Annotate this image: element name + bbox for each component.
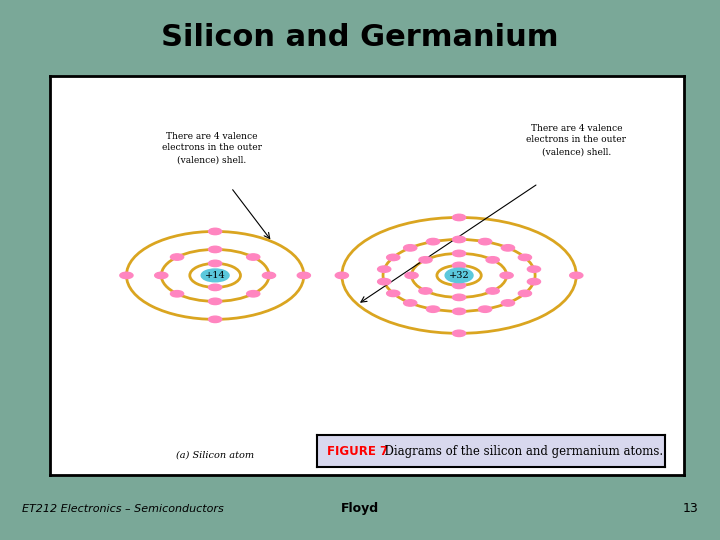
Ellipse shape	[155, 272, 168, 279]
Ellipse shape	[387, 290, 400, 296]
Text: Diagrams of the silicon and germanium atoms.: Diagrams of the silicon and germanium at…	[377, 445, 664, 458]
Ellipse shape	[486, 288, 499, 294]
Ellipse shape	[209, 246, 222, 253]
Ellipse shape	[452, 236, 466, 242]
Ellipse shape	[570, 272, 583, 279]
Ellipse shape	[479, 306, 492, 313]
Text: +14: +14	[204, 271, 225, 280]
Ellipse shape	[527, 279, 541, 285]
Ellipse shape	[452, 308, 466, 315]
Ellipse shape	[171, 254, 184, 260]
Ellipse shape	[209, 228, 222, 235]
Ellipse shape	[518, 290, 531, 296]
Ellipse shape	[404, 300, 417, 306]
Ellipse shape	[209, 284, 222, 291]
Text: Silicon and Germanium: Silicon and Germanium	[161, 23, 559, 52]
Ellipse shape	[201, 269, 229, 282]
Ellipse shape	[209, 316, 222, 322]
Text: (b) Germanium atom: (b) Germanium atom	[420, 451, 523, 460]
Ellipse shape	[501, 300, 515, 306]
Ellipse shape	[500, 272, 513, 279]
Ellipse shape	[426, 238, 440, 245]
Ellipse shape	[387, 254, 400, 261]
Text: 13: 13	[683, 502, 698, 516]
Ellipse shape	[452, 262, 466, 268]
Ellipse shape	[527, 266, 541, 272]
Text: Floyd: Floyd	[341, 502, 379, 516]
Ellipse shape	[479, 238, 492, 245]
Ellipse shape	[404, 245, 417, 251]
Ellipse shape	[120, 272, 133, 279]
Text: FIGURE 7: FIGURE 7	[327, 445, 388, 458]
Text: There are 4 valence
electrons in the outer
(valence) shell.: There are 4 valence electrons in the out…	[526, 124, 626, 156]
Ellipse shape	[486, 256, 499, 263]
Ellipse shape	[247, 254, 260, 260]
Ellipse shape	[452, 214, 466, 221]
Ellipse shape	[426, 306, 440, 313]
Ellipse shape	[452, 330, 466, 336]
Text: There are 4 valence
electrons in the outer
(valence) shell.: There are 4 valence electrons in the out…	[162, 132, 262, 164]
Ellipse shape	[419, 288, 432, 294]
Ellipse shape	[377, 279, 391, 285]
Ellipse shape	[262, 272, 276, 279]
Ellipse shape	[336, 272, 348, 279]
Ellipse shape	[501, 245, 515, 251]
Ellipse shape	[171, 291, 184, 297]
Ellipse shape	[405, 272, 418, 279]
Text: ET212 Electronics – Semiconductors: ET212 Electronics – Semiconductors	[22, 504, 223, 514]
Ellipse shape	[445, 268, 473, 282]
Ellipse shape	[452, 282, 466, 288]
Ellipse shape	[452, 250, 466, 256]
Ellipse shape	[209, 298, 222, 305]
Text: +32: +32	[449, 271, 469, 280]
Ellipse shape	[518, 254, 531, 261]
Ellipse shape	[247, 291, 260, 297]
Ellipse shape	[452, 294, 466, 301]
Ellipse shape	[297, 272, 310, 279]
Text: (a) Silicon atom: (a) Silicon atom	[176, 451, 254, 460]
Ellipse shape	[419, 256, 432, 263]
Ellipse shape	[209, 260, 222, 267]
Ellipse shape	[377, 266, 391, 272]
